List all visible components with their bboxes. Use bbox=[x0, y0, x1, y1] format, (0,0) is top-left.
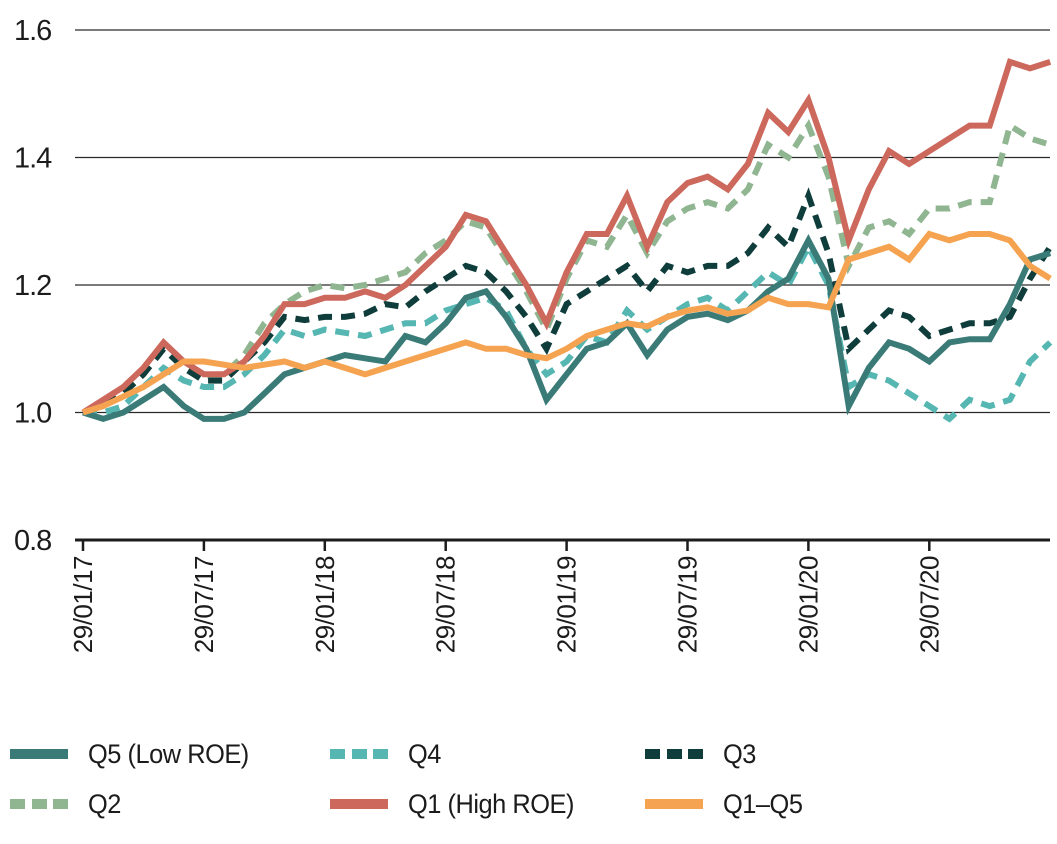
legend-item-q5-low-roe: Q5 (Low ROE) bbox=[10, 736, 259, 772]
x-tick-label: 29/01/19 bbox=[552, 556, 582, 653]
y-tick-label: 1.2 bbox=[14, 270, 51, 302]
series-line-q1-high-roe bbox=[81, 58, 1052, 416]
legend-label: Q2 bbox=[88, 788, 121, 819]
x-tick-label: 29/07/20 bbox=[914, 556, 944, 653]
y-tick-label: 1.4 bbox=[14, 143, 52, 175]
x-tick-label: 29/07/19 bbox=[673, 556, 703, 653]
dash-segment bbox=[688, 749, 703, 759]
legend-swatch-dashed-line-icon bbox=[10, 799, 68, 809]
legend-label: Q5 (Low ROE) bbox=[88, 738, 249, 769]
dash-segment bbox=[645, 749, 660, 759]
legend-label: Q4 bbox=[408, 738, 441, 769]
chart-svg: 1.6 1.4 1.2 1.0 0.8 29/01/17 29/07/17 29/01/18 2… bbox=[14, 15, 1053, 653]
y-tick-label: 0.8 bbox=[14, 525, 51, 557]
solid-segment bbox=[330, 799, 388, 809]
legend-label: Q1 (High ROE) bbox=[408, 788, 574, 819]
legend-swatch-dashed-line-icon bbox=[330, 749, 388, 759]
legend-label: Q3 bbox=[723, 738, 756, 769]
legend-swatch-solid-line-icon bbox=[645, 799, 703, 809]
x-tick-label: 29/01/17 bbox=[68, 556, 98, 653]
x-tick-label: 29/01/20 bbox=[793, 556, 823, 653]
solid-segment bbox=[10, 749, 68, 759]
legend-swatch-solid-line-icon bbox=[330, 799, 388, 809]
y-tick-label: 1.0 bbox=[14, 398, 51, 430]
dash-segment bbox=[10, 799, 25, 809]
x-tick-label: 29/07/17 bbox=[189, 556, 219, 653]
series-line-q4 bbox=[83, 240, 1053, 423]
chart-legend: Q5 (Low ROE) Q4 Q3 Q2 Q1 (High ROE) Q1–Q5 bbox=[0, 722, 1057, 844]
legend-item-q4: Q4 bbox=[330, 736, 443, 772]
dash-segment bbox=[330, 749, 345, 759]
legend-item-q2: Q2 bbox=[10, 786, 123, 822]
dash-segment bbox=[666, 749, 682, 759]
dash-segment bbox=[351, 749, 367, 759]
series-line-q5-low-roe bbox=[82, 233, 1052, 423]
solid-segment bbox=[645, 799, 703, 809]
series-line-q3 bbox=[82, 187, 1053, 416]
series-line-q1-q5 bbox=[82, 230, 1052, 416]
line-chart: 1.6 1.4 1.2 1.0 0.8 29/01/17 29/07/17 29/01/18 2… bbox=[14, 15, 1053, 653]
x-tick-label: 29/07/18 bbox=[431, 556, 461, 653]
legend-item-q1-q5: Q1–Q5 bbox=[645, 786, 808, 822]
legend-label: Q1–Q5 bbox=[723, 788, 803, 819]
legend-swatch-dashed-line-icon bbox=[645, 749, 703, 759]
y-tick-label: 1.6 bbox=[14, 15, 51, 47]
x-tick-label: 29/01/18 bbox=[310, 556, 340, 653]
legend-swatch-solid-line-icon bbox=[10, 749, 68, 759]
dash-segment bbox=[53, 799, 68, 809]
legend-item-q3: Q3 bbox=[645, 736, 758, 772]
dash-segment bbox=[31, 799, 47, 809]
legend-item-q1-high-roe: Q1 (High ROE) bbox=[330, 786, 585, 822]
dash-segment bbox=[373, 749, 388, 759]
